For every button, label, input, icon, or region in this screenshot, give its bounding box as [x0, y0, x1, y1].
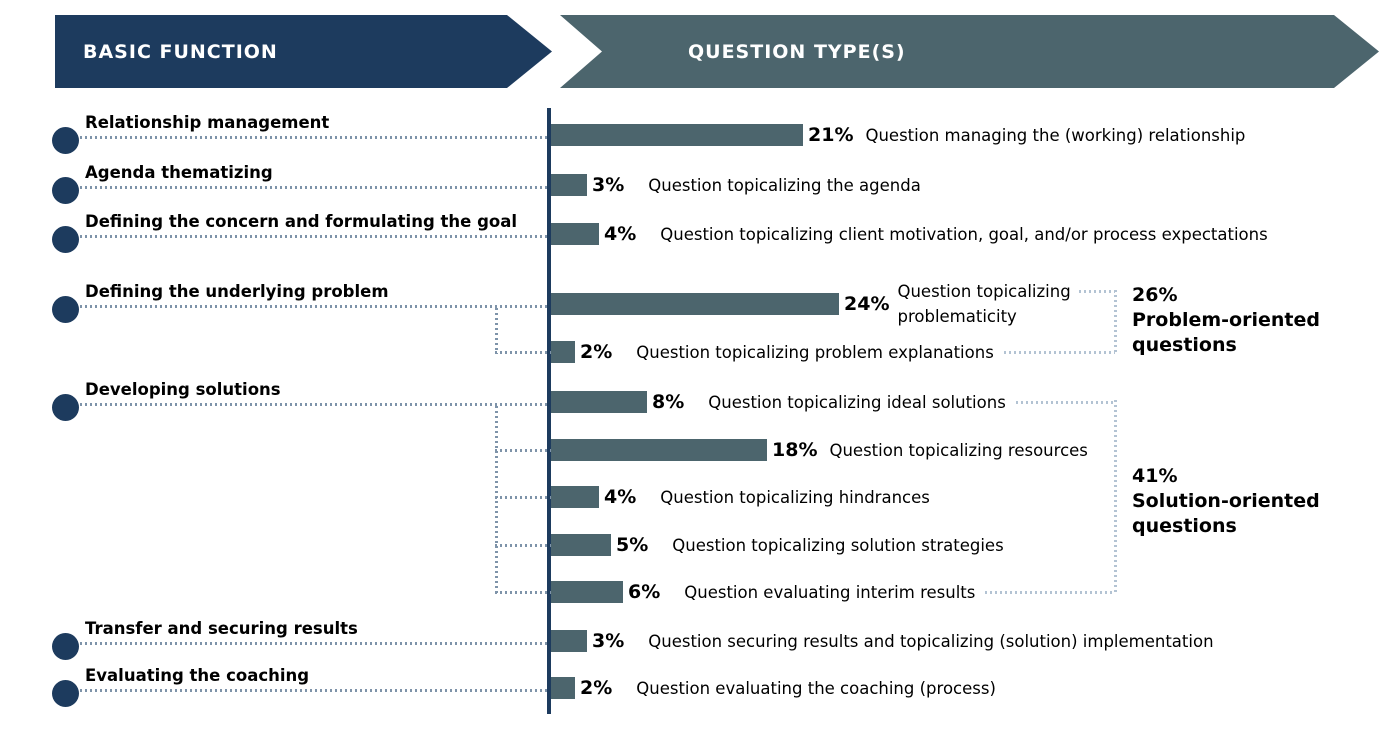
branch-line-solutions-stub [495, 591, 551, 594]
bullet-icon [52, 226, 79, 253]
bar-description: Question evaluating interim results [684, 582, 976, 602]
bar [551, 534, 611, 556]
group-problem-name-2: questions [1132, 334, 1237, 356]
bar-description: Question topicalizing ideal solutions [708, 392, 1006, 412]
function-label: Defining the concern and formulating the… [85, 212, 518, 231]
bar-description: Question managing the (working) relation… [865, 125, 1246, 145]
branch-line-solutions-vertical [495, 406, 498, 593]
bar-row: 21% Question managing the (working) rela… [551, 124, 1245, 146]
bar-row: 3% Question topicalizing the agenda [551, 174, 921, 196]
basic-function-header-label: BASIC FUNCTION [83, 40, 278, 63]
bar [551, 677, 575, 699]
group-solution-percent: 41% [1132, 465, 1178, 487]
bar-percent-label: 3% [592, 174, 625, 196]
bullet-icon [52, 633, 79, 660]
group-label-problem: 26% Problem-oriented questions [1132, 283, 1320, 358]
bracket-connector-line [985, 590, 1115, 594]
bar-description: Question topicalizing hindrances [660, 487, 930, 507]
bar-percent-label: 3% [592, 630, 625, 652]
basic-function-header-arrow: BASIC FUNCTION [55, 15, 552, 88]
branch-line-solutions-stub [495, 449, 551, 452]
bar-percent-label: 8% [652, 391, 685, 413]
function-leader-line [65, 186, 549, 189]
bar-row: 3% Question securing results and topical… [551, 630, 1214, 652]
function-label: Developing solutions [85, 380, 281, 399]
bar-row: 4% Question topicalizing hindrances [551, 486, 930, 508]
bullet-icon [52, 296, 79, 323]
bar-percent-label: 21% [808, 124, 854, 146]
function-label: Defining the underlying problem [85, 282, 389, 301]
bar-description: Question evaluating the coaching (proces… [636, 678, 996, 698]
function-label: Evaluating the coaching [85, 666, 310, 685]
bar-description: Question topicalizing problematicity [897, 279, 1115, 329]
bar-row: 2% Question topicalizing problem explana… [551, 341, 1115, 363]
bar-description: Question topicalizing the agenda [648, 175, 921, 195]
bar [551, 630, 587, 652]
bracket-solution-vertical [1114, 400, 1117, 593]
branch-line-solutions-stub [495, 544, 551, 547]
bar-row: 5% Question topicalizing solution strate… [551, 534, 1004, 556]
function-leader-line [65, 403, 549, 406]
function-leader-line [65, 305, 549, 308]
bar-description: Question securing results and topicalizi… [648, 631, 1214, 651]
question-types-header-label: QUESTION TYPE(S) [688, 40, 906, 63]
bar [551, 391, 647, 413]
bar-row: 2% Question evaluating the coaching (pro… [551, 677, 996, 699]
bar-row: 8% Question topicalizing ideal solutions [551, 391, 1115, 413]
bullet-icon [52, 680, 79, 707]
bar-description: Question topicalizing solution strategie… [672, 535, 1004, 555]
bar-description-line1: Question topicalizing [897, 282, 1071, 301]
bar-percent-label: 4% [604, 486, 637, 508]
bar [551, 341, 575, 363]
function-label: Agenda thematizing [85, 163, 273, 182]
bar-percent-label: 4% [604, 223, 637, 245]
bar-percent-label: 6% [628, 581, 661, 603]
bar [551, 581, 623, 603]
bar [551, 124, 803, 146]
bar-row: 24% Question topicalizing problematicity [551, 282, 1115, 326]
bracket-connector-line [1015, 400, 1115, 404]
bar-percent-label: 24% [844, 293, 890, 315]
function-leader-line [65, 642, 549, 645]
bar-percent-label: 18% [772, 439, 818, 461]
branch-line-solutions-stub [495, 496, 551, 499]
function-leader-line [65, 235, 549, 238]
bar-percent-label: 2% [580, 341, 613, 363]
bar [551, 439, 767, 461]
bullet-icon [52, 394, 79, 421]
group-solution-name: Solution-oriented [1132, 490, 1320, 512]
bracket-problem-vertical [1114, 290, 1117, 354]
group-solution-name-2: questions [1132, 515, 1237, 537]
function-label: Transfer and securing results [85, 619, 358, 638]
bar-description: Question topicalizing problem explanatio… [636, 342, 994, 362]
branch-line-problem-vertical [495, 308, 498, 354]
bracket-connector-line [1078, 290, 1115, 293]
function-leader-line [65, 136, 549, 139]
bar [551, 174, 587, 196]
group-label-solution: 41% Solution-oriented questions [1132, 464, 1320, 539]
bar-description: Question topicalizing client motivation,… [660, 224, 1268, 244]
bullet-icon [52, 127, 79, 154]
function-label: Relationship management [85, 113, 330, 132]
bracket-connector-line [1003, 350, 1115, 354]
bar-percent-label: 5% [616, 534, 649, 556]
bar [551, 486, 599, 508]
bar [551, 223, 599, 245]
question-types-header-arrow: QUESTION TYPE(S) [560, 15, 1379, 88]
group-problem-percent: 26% [1132, 284, 1178, 306]
function-leader-line [65, 689, 549, 692]
bar [551, 293, 839, 315]
bar-row: 4% Question topicalizing client motivati… [551, 223, 1268, 245]
axis-line [547, 108, 551, 714]
group-problem-name: Problem-oriented [1132, 309, 1320, 331]
bullet-icon [52, 177, 79, 204]
branch-line-problem-stub [495, 351, 551, 354]
bar-row: 6% Question evaluating interim results [551, 581, 1115, 603]
bar-description-line2: problematicity [897, 307, 1017, 326]
bar-percent-label: 2% [580, 677, 613, 699]
bar-row: 18% Question topicalizing resources [551, 439, 1088, 461]
bar-description: Question topicalizing resources [829, 440, 1088, 460]
